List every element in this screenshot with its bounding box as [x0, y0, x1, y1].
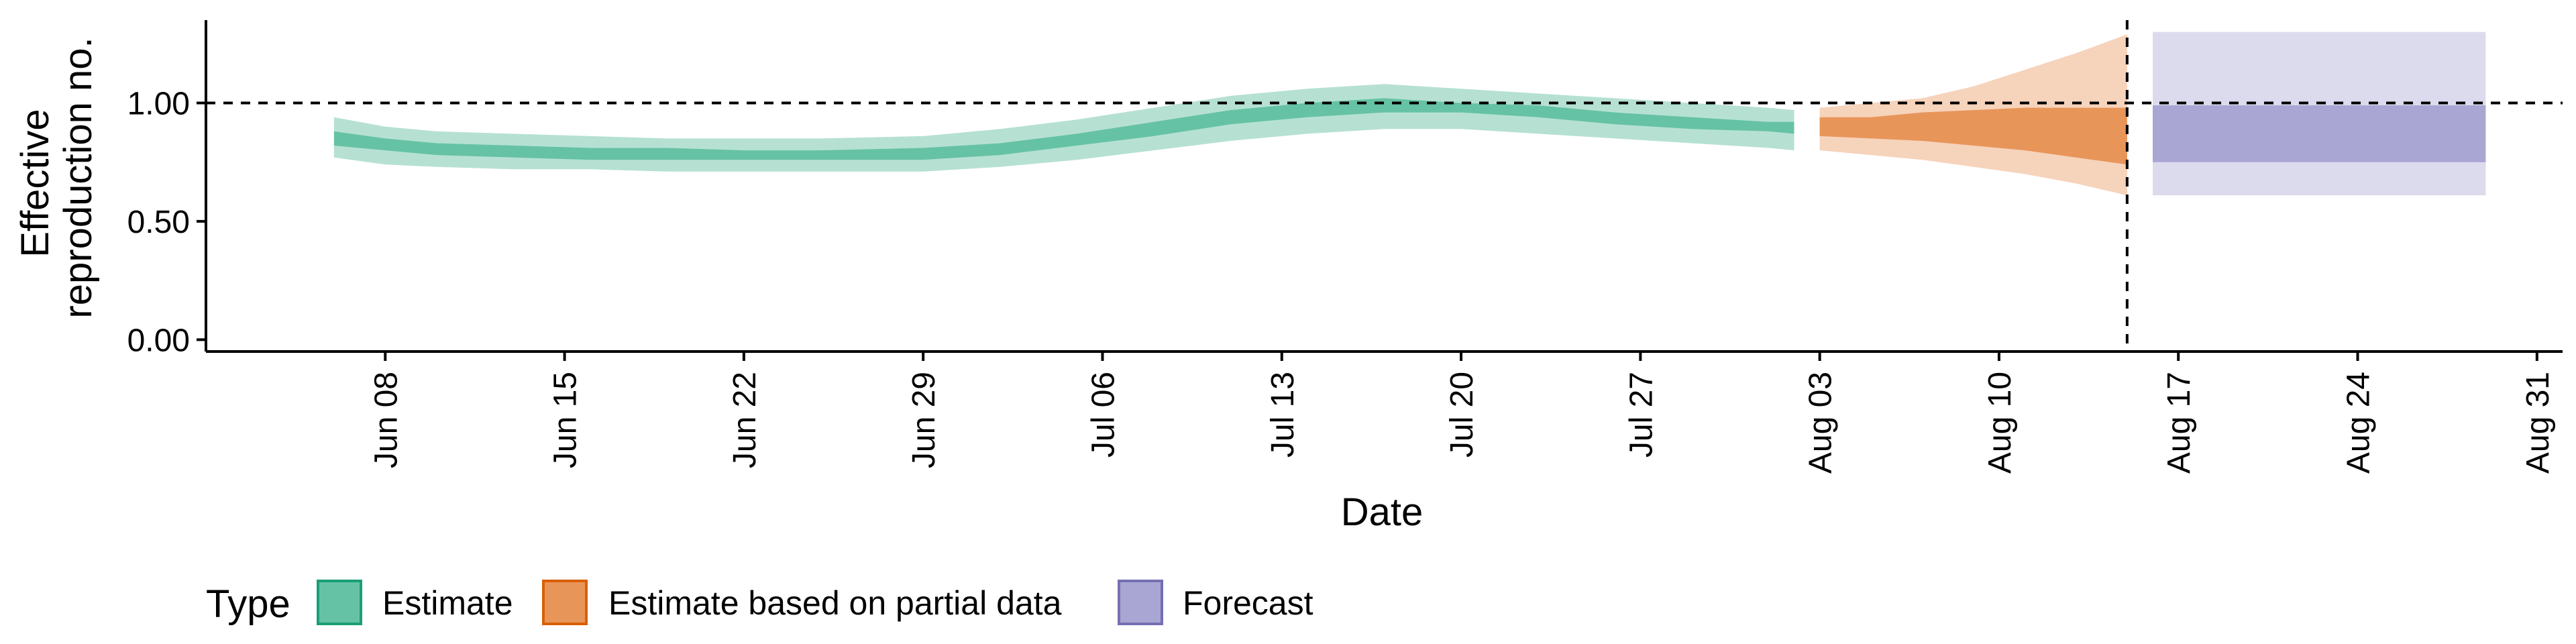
x-tick-label: Aug 03 [1803, 372, 1839, 474]
y-tick-label: 0.50 [127, 205, 190, 240]
y-axis-title-line-2: reproduction no. [56, 37, 100, 318]
y-axis-title: Effective reproduction no. [13, 37, 100, 318]
legend-key-partial [542, 580, 588, 625]
x-tick-label: Jun 15 [548, 372, 584, 468]
x-tick-label: Aug 24 [2341, 372, 2377, 474]
ribbon-inner-forecast [2153, 105, 2486, 162]
x-tick-label: Aug 31 [2520, 372, 2556, 474]
reference-lines [206, 20, 2563, 352]
legend-label-forecast: Forecast [1183, 584, 1313, 622]
legend-label-estimate: Estimate [382, 584, 513, 622]
legend-key-estimate [317, 580, 362, 625]
ribbon-layer [333, 32, 2486, 196]
x-tick-label: Aug 17 [2161, 372, 2197, 474]
legend-title: Type [206, 582, 290, 626]
x-axis-title: Date [1341, 490, 1424, 534]
x-tick-label: Jul 06 [1086, 372, 1122, 458]
x-tick-label: Jun 22 [727, 372, 763, 468]
axes [205, 20, 2563, 353]
ribbon-inner-estimate-based-on-partial-data [1819, 107, 2127, 165]
x-tick-label: Jul 27 [1623, 372, 1659, 458]
y-tick-label: 1.00 [127, 87, 190, 122]
ribbon-inner-estimate [333, 98, 1794, 160]
y-tick-label: 0.00 [127, 323, 190, 358]
y-axis-title-line-1: Effective [13, 109, 57, 257]
legend: Type Estimate Estimate based on partial … [206, 580, 1313, 626]
x-tick-label: Aug 10 [1982, 372, 2018, 474]
x-ticks: Jun 08 Jun 15 Jun 22 Jun 29 Jul 06 Jul 13 Jul … [368, 352, 2556, 474]
y-ticks: 0.00 0.50 1.00 [127, 87, 206, 358]
x-tick-label: Jul 20 [1444, 372, 1480, 458]
legend-key-forecast [1118, 580, 1163, 625]
x-tick-label: Jun 29 [906, 372, 942, 468]
x-tick-label: Jul 13 [1265, 372, 1301, 458]
legend-label-partial: Estimate based on partial data [608, 584, 1062, 622]
x-tick-label: Jun 08 [368, 372, 404, 468]
